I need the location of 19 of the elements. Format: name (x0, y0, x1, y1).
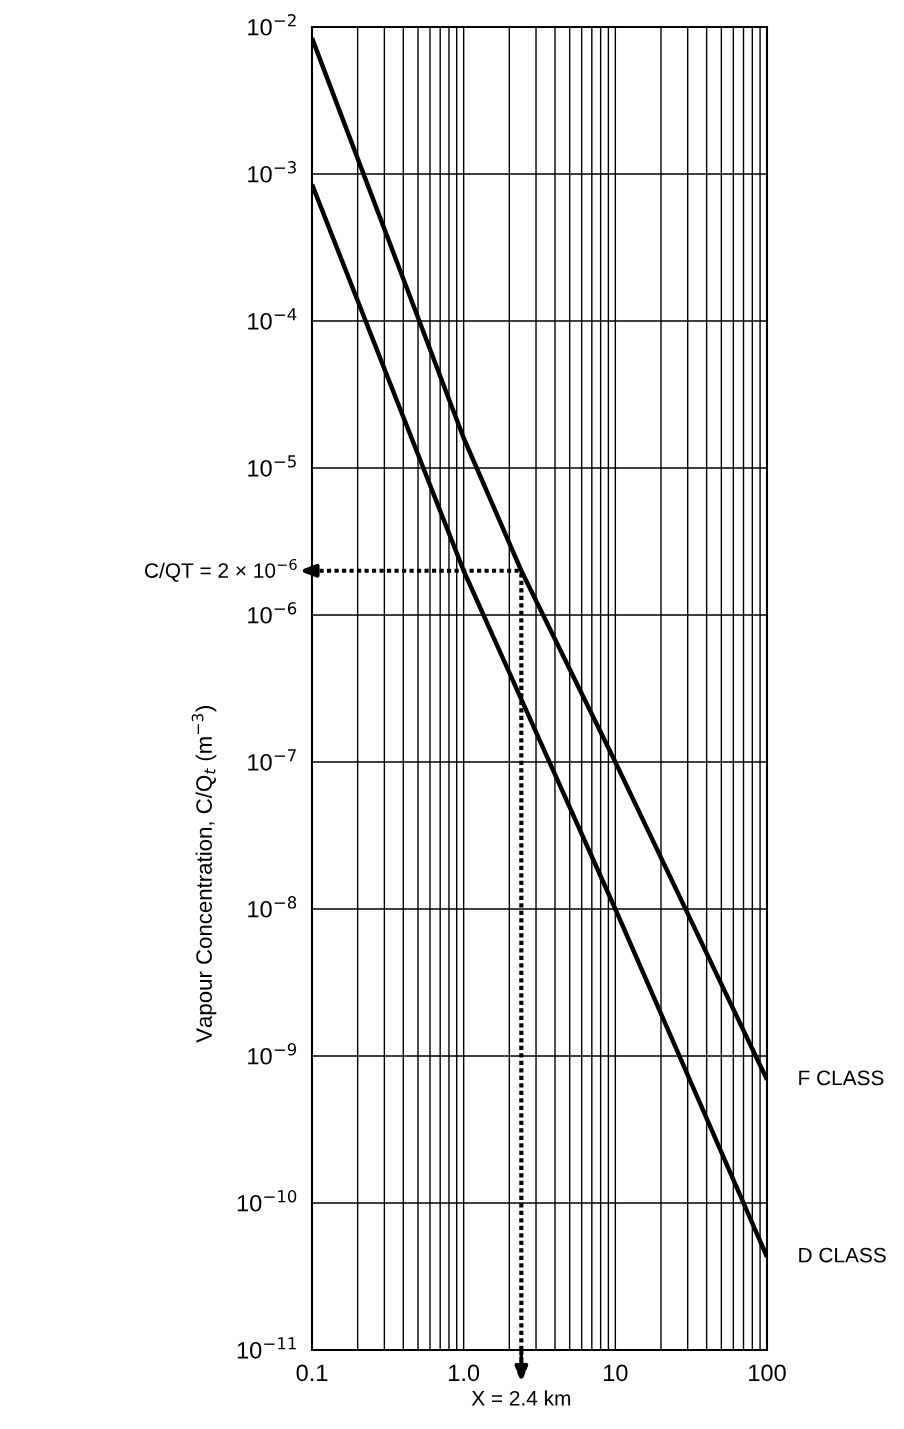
x-tick-label: 100 (749, 1364, 786, 1382)
y-axis-title: Vapour Concentration, C/Q$_{t}$ (m$^{−3}$) (191, 706, 217, 1043)
y-tick-label: 10$^{−9}$ (248, 1043, 297, 1065)
y-tick-label: 10$^{−8}$ (248, 896, 297, 918)
series-label: D CLASS (799, 1247, 886, 1263)
x-tick-label: 0.1 (296, 1364, 328, 1382)
y-tick-label: 10$^{−4}$ (248, 308, 297, 330)
series-label: F CLASS (799, 1070, 884, 1086)
ref-line-label: X = 2.4 km (471, 1390, 571, 1406)
x-tick-label: 10 (604, 1364, 628, 1382)
y-tick-label: 10$^{−10}$ (237, 1190, 297, 1212)
y-tick-label: 10$^{−11}$ (237, 1337, 296, 1359)
y-tick-label: 10$^{−7}$ (248, 749, 296, 771)
x-tick-label: 1.0 (449, 1364, 480, 1382)
y-tick-label: 10$^{−3}$ (248, 161, 296, 183)
y-tick-label: 10$^{−6}$ (248, 602, 297, 624)
ref-line-label: C/QT = 2 × 10$^{−6}$ (145, 558, 297, 582)
y-tick-label: 10$^{−5}$ (248, 455, 296, 477)
y-tick-label: 10$^{−2}$ (248, 14, 296, 36)
